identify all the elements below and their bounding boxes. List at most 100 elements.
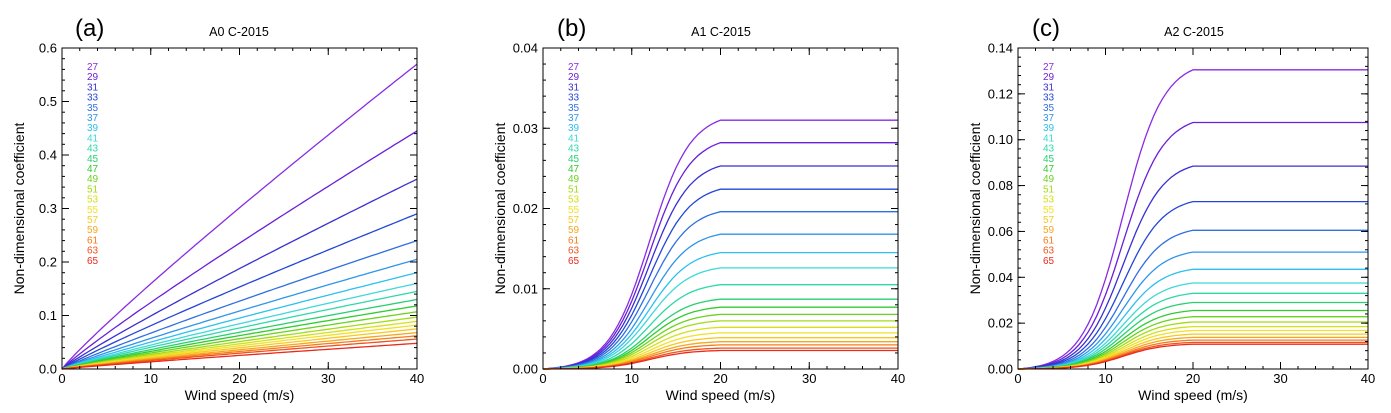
y-tick-label: 0.0 [39,362,57,377]
legend-entry: 47 [1043,164,1055,175]
legend-entry: 43 [568,144,580,155]
series-line-41 [542,267,898,370]
y-tick-label: 0.10 [988,132,1013,147]
series-line-37 [1017,251,1368,370]
series-line-39 [1017,268,1368,370]
legend-entry: 53 [1043,195,1055,206]
series-line-43 [1017,292,1368,370]
legend-entry: 55 [568,205,580,216]
series-line-37 [61,258,418,370]
legend-entry: 49 [1043,174,1055,185]
series-line-41 [1017,282,1368,370]
legend-entry: 37 [568,113,580,124]
legend-entry: 27 [568,62,580,73]
series-line-35 [61,239,418,370]
legend-entry: 59 [87,225,99,236]
y-tick-label: 0.08 [988,178,1013,193]
legend-entry: 49 [568,174,580,185]
series-line-65 [61,342,418,370]
legend-entry: 29 [87,72,99,83]
series-line-33 [542,188,898,370]
legend-entry: 39 [87,123,99,134]
legend-entry: 55 [1043,205,1055,216]
legend-entry: 57 [87,215,99,226]
x-tick-label: 10 [625,371,639,386]
legend-entry: 45 [568,154,580,165]
series-line-65 [543,349,898,370]
x-tick-label: 20 [232,371,246,386]
legend-entry: 55 [87,205,99,216]
y-tick-label: 0.04 [988,270,1013,285]
legend-entry: 59 [1043,225,1055,236]
plot-frame [1017,47,1369,370]
y-tick-label: 0.04 [513,41,538,56]
legend-entry: 39 [1043,123,1055,134]
series-line-45 [542,298,898,370]
legend-entry: 29 [1043,72,1055,83]
y-axis-label: Non-dimensional coefficient [967,123,983,295]
series-group [1017,69,1368,370]
legend-entry: 59 [568,225,580,236]
x-tick-label: 30 [1273,371,1287,386]
panel-letter: (b) [557,15,586,42]
legend-entry: 31 [568,82,580,93]
y-tick-label: 0.00 [988,362,1013,377]
x-tick-label: 30 [802,371,816,386]
legend-entry: 53 [87,195,99,206]
series-line-45 [1017,301,1368,370]
legend-entry: 33 [568,93,580,104]
x-tick-label: 0 [1014,371,1021,386]
x-tick-label: 40 [410,371,424,386]
y-axis-label: Non-dimensional coefficient [11,123,27,295]
series-line-29 [61,130,418,370]
x-tick-label: 40 [891,371,905,386]
series-line-29 [1017,121,1368,370]
y-tick-label: 0.02 [513,201,538,216]
series-group [542,119,898,370]
series-line-31 [61,178,418,370]
series-line-51 [61,316,418,370]
series-line-57 [61,328,418,370]
series-line-63 [61,338,418,370]
legend-entry: 51 [568,184,580,195]
x-axis-label: Wind speed (m/s) [1138,387,1248,403]
series-line-37 [542,233,898,370]
series-line-35 [542,211,898,370]
legend-entry: 57 [1043,215,1055,226]
legend-entry: 51 [1043,184,1055,195]
y-tick-label: 0.6 [39,41,57,56]
x-axis-label: Wind speed (m/s) [666,387,776,403]
legend-entry: 43 [87,144,99,155]
legend-entry: 47 [87,164,99,175]
series-line-49 [61,311,418,370]
y-tick-label: 0.06 [988,224,1013,239]
legend-entry: 29 [568,72,580,83]
legend-entry: 61 [568,235,580,246]
legend-entry: 31 [87,82,99,93]
legend-entry: 45 [87,154,99,165]
panel-letter: (c) [1032,15,1060,42]
legend-entry: 43 [1043,144,1055,155]
series-line-29 [542,142,898,370]
legend-entry: 63 [568,246,580,257]
chart-title: A0 C-2015 [209,25,269,39]
y-tick-label: 0.4 [39,148,57,163]
legend-entry: 39 [568,123,580,134]
legend-entry: 63 [87,246,99,257]
panel-b: (b) A1 C-2015 2729313335373941434547495153… [492,15,905,403]
x-tick-label: 10 [144,371,158,386]
legend-entry: 65 [1043,256,1055,267]
x-tick-label: 20 [1186,371,1200,386]
panel-letter: (a) [75,15,104,42]
y-tick-label: 0.01 [513,281,538,296]
series-line-27 [1017,69,1368,370]
legend-entry: 65 [87,256,99,267]
series-line-45 [61,298,418,370]
legend-entry: 41 [1043,133,1055,144]
legend-entry: 57 [568,215,580,226]
chart-title: A2 C-2015 [1164,25,1224,39]
x-tick-label: 20 [713,371,727,386]
series-line-27 [542,119,898,370]
legend-entry: 35 [568,103,580,114]
legend-entry: 33 [1043,93,1055,104]
